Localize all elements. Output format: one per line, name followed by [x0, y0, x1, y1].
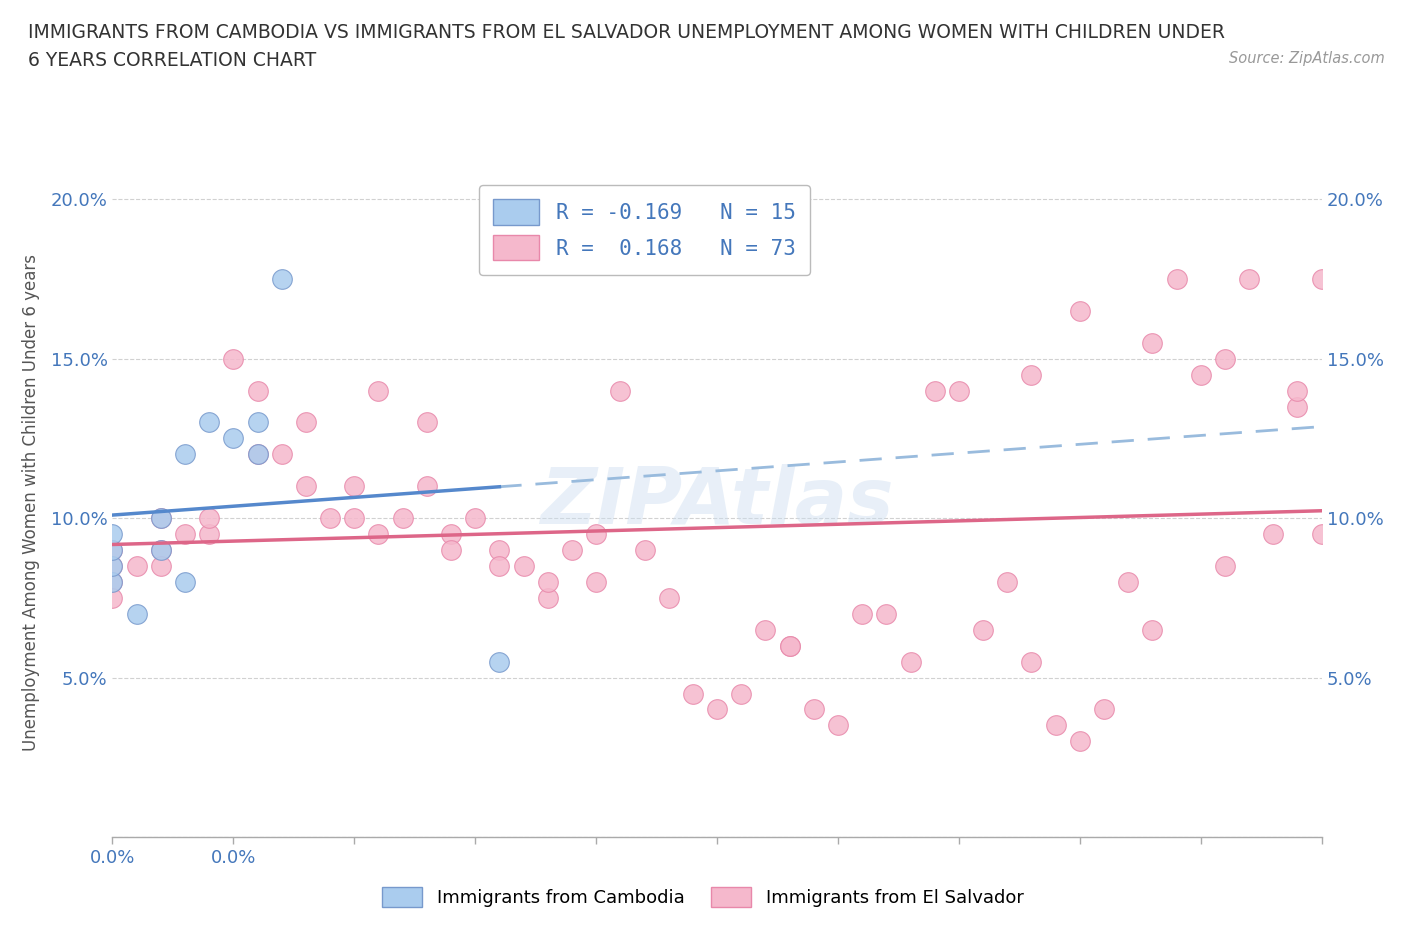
- Point: [1142, 622, 1164, 637]
- Point: [319, 511, 342, 525]
- Point: [1213, 352, 1236, 366]
- Point: [125, 559, 148, 574]
- Point: [1166, 272, 1188, 286]
- Point: [295, 415, 318, 430]
- Point: [246, 383, 269, 398]
- Point: [416, 479, 439, 494]
- Point: [149, 559, 172, 574]
- Point: [488, 542, 510, 557]
- Point: [682, 686, 704, 701]
- Point: [174, 575, 197, 590]
- Point: [924, 383, 946, 398]
- Point: [1021, 654, 1043, 669]
- Y-axis label: Unemployment Among Women with Children Under 6 years: Unemployment Among Women with Children U…: [21, 254, 39, 751]
- Point: [391, 511, 413, 525]
- Point: [803, 702, 825, 717]
- Point: [585, 526, 607, 541]
- Point: [464, 511, 486, 525]
- Point: [488, 559, 510, 574]
- Point: [1069, 734, 1091, 749]
- Point: [125, 606, 148, 621]
- Point: [827, 718, 849, 733]
- Point: [101, 542, 124, 557]
- Point: [633, 542, 655, 557]
- Point: [851, 606, 873, 621]
- Point: [174, 447, 197, 462]
- Point: [149, 542, 172, 557]
- Legend: Immigrants from Cambodia, Immigrants from El Salvador: Immigrants from Cambodia, Immigrants fro…: [374, 878, 1032, 916]
- Point: [149, 511, 172, 525]
- Point: [440, 542, 463, 557]
- Point: [101, 559, 124, 574]
- Point: [730, 686, 752, 701]
- Point: [995, 575, 1018, 590]
- Point: [658, 591, 681, 605]
- Point: [101, 591, 124, 605]
- Point: [367, 383, 389, 398]
- Point: [488, 654, 510, 669]
- Point: [222, 352, 245, 366]
- Point: [900, 654, 922, 669]
- Point: [512, 559, 534, 574]
- Point: [1286, 383, 1309, 398]
- Point: [537, 591, 560, 605]
- Point: [222, 431, 245, 445]
- Point: [295, 479, 318, 494]
- Point: [101, 542, 124, 557]
- Point: [1045, 718, 1067, 733]
- Point: [198, 511, 221, 525]
- Point: [1310, 526, 1333, 541]
- Point: [174, 526, 197, 541]
- Point: [754, 622, 776, 637]
- Point: [1189, 367, 1212, 382]
- Point: [609, 383, 631, 398]
- Text: 6 YEARS CORRELATION CHART: 6 YEARS CORRELATION CHART: [28, 51, 316, 70]
- Point: [270, 447, 292, 462]
- Point: [270, 272, 292, 286]
- Point: [1069, 303, 1091, 318]
- Point: [1142, 336, 1164, 351]
- Point: [101, 575, 124, 590]
- Point: [440, 526, 463, 541]
- Point: [246, 415, 269, 430]
- Point: [101, 559, 124, 574]
- Legend: R = -0.169   N = 15, R =  0.168   N = 73: R = -0.169 N = 15, R = 0.168 N = 73: [478, 184, 810, 275]
- Point: [1310, 272, 1333, 286]
- Point: [1116, 575, 1139, 590]
- Point: [1286, 399, 1309, 414]
- Text: ZIPAtlas: ZIPAtlas: [540, 464, 894, 540]
- Point: [246, 447, 269, 462]
- Point: [706, 702, 728, 717]
- Point: [585, 575, 607, 590]
- Point: [1213, 559, 1236, 574]
- Point: [343, 511, 366, 525]
- Point: [198, 526, 221, 541]
- Point: [779, 638, 801, 653]
- Point: [561, 542, 583, 557]
- Point: [149, 511, 172, 525]
- Point: [1092, 702, 1115, 717]
- Point: [367, 526, 389, 541]
- Point: [416, 415, 439, 430]
- Point: [1237, 272, 1260, 286]
- Point: [1263, 526, 1285, 541]
- Point: [149, 542, 172, 557]
- Point: [101, 526, 124, 541]
- Point: [101, 575, 124, 590]
- Point: [948, 383, 970, 398]
- Point: [537, 575, 560, 590]
- Point: [246, 447, 269, 462]
- Point: [198, 415, 221, 430]
- Point: [972, 622, 994, 637]
- Text: Source: ZipAtlas.com: Source: ZipAtlas.com: [1229, 51, 1385, 66]
- Point: [343, 479, 366, 494]
- Text: IMMIGRANTS FROM CAMBODIA VS IMMIGRANTS FROM EL SALVADOR UNEMPLOYMENT AMONG WOMEN: IMMIGRANTS FROM CAMBODIA VS IMMIGRANTS F…: [28, 23, 1225, 42]
- Point: [875, 606, 897, 621]
- Point: [1021, 367, 1043, 382]
- Point: [779, 638, 801, 653]
